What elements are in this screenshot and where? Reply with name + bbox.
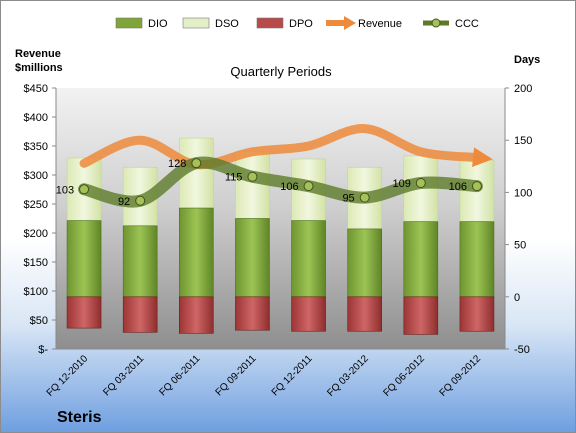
left-axis-label-line2: $millions xyxy=(15,62,63,74)
ccc-label-0: 103 xyxy=(56,184,74,196)
legend-label-revenue: Revenue xyxy=(358,18,402,30)
ccc-label-6: 109 xyxy=(392,178,410,190)
bar-dio-0 xyxy=(66,220,102,298)
bar-dio-7 xyxy=(459,221,495,298)
bar-dio-2 xyxy=(179,207,214,298)
bar-dpo-2 xyxy=(179,296,214,334)
left-tick-label-8: $400 xyxy=(24,112,48,124)
ccc-point-1 xyxy=(135,195,146,206)
legend-label-dso: DSO xyxy=(215,18,239,30)
bar-dpo-5 xyxy=(347,296,382,332)
ccc-point-2 xyxy=(191,158,202,169)
ccc-line xyxy=(78,156,483,208)
bar-dio-3 xyxy=(235,218,270,298)
chart-title: Quarterly Periods xyxy=(230,64,332,79)
bar-dio-6 xyxy=(403,221,439,298)
x-tick-label-5: FQ 03-2012 xyxy=(325,353,371,399)
ccc-label-3: 115 xyxy=(225,172,243,184)
x-tick-label-4: FQ 12-2011 xyxy=(270,353,315,398)
right-tick-label-0: -50 xyxy=(514,344,530,356)
ccc-label-2: 128 xyxy=(168,158,186,170)
left-axis-label-line1: Revenue xyxy=(15,48,61,60)
bar-dpo-7 xyxy=(459,296,495,332)
right-tick-label-1: 0 xyxy=(514,292,520,304)
ccc-point-5 xyxy=(359,192,370,203)
x-tick-label-7: FQ 09-2012 xyxy=(438,353,484,399)
ccc-point-4 xyxy=(303,181,314,192)
left-tick-label-9: $450 xyxy=(24,83,48,95)
revenue-line xyxy=(79,124,493,170)
legend: DIO DSO DPO Revenue CCC xyxy=(115,16,479,30)
legend-swatch-dso xyxy=(182,17,210,29)
legend-swatch-revenue-head xyxy=(344,16,356,30)
bar-dpo-1 xyxy=(122,296,158,333)
left-tick-label-7: $350 xyxy=(24,141,48,153)
company-name: Steris xyxy=(57,409,102,426)
ccc-point-3 xyxy=(247,171,258,182)
right-tick-label-5: 200 xyxy=(514,83,532,95)
legend-label-dio: DIO xyxy=(148,18,168,30)
line-layer: 103 92 128 115 106 95 109 106 xyxy=(56,124,493,208)
left-tick-label-0: $- xyxy=(38,344,48,356)
ccc-label-7: 106 xyxy=(449,181,467,193)
right-tick-label-3: 100 xyxy=(514,187,532,199)
x-tick-label-6: FQ 06-2012 xyxy=(381,353,427,399)
bar-dio-4 xyxy=(291,220,326,298)
left-tick-label-4: $200 xyxy=(24,228,48,240)
left-tick-label-5: $250 xyxy=(24,199,48,211)
ccc-point-6 xyxy=(415,178,426,189)
x-tick-label-1: FQ 03-2011 xyxy=(101,353,146,398)
ccc-point-7 xyxy=(471,181,482,192)
ccc-point-0 xyxy=(79,184,90,195)
x-tick-label-3: FQ 09-2011 xyxy=(214,353,259,398)
legend-label-dpo: DPO xyxy=(289,18,313,30)
ccc-label-5: 95 xyxy=(342,193,354,205)
legend-swatch-dpo xyxy=(256,17,284,29)
bar-dio-1 xyxy=(122,225,158,298)
bar-dpo-0 xyxy=(66,296,102,329)
legend-swatch-ccc-point xyxy=(431,18,441,28)
bar-dio-5 xyxy=(347,228,382,298)
ccc-label-4: 106 xyxy=(280,181,298,193)
legend-swatch-dio xyxy=(115,17,143,29)
right-tick-label-4: 150 xyxy=(514,135,532,147)
bar-dso-3 xyxy=(235,151,270,219)
right-tick-label-2: 50 xyxy=(514,240,526,252)
ccc-label-1: 92 xyxy=(118,196,130,208)
legend-label-ccc: CCC xyxy=(455,18,479,30)
left-tick-label-1: $50 xyxy=(30,315,48,327)
bar-dpo-3 xyxy=(235,296,270,331)
x-tick-label-0: FQ 12-2010 xyxy=(45,353,91,399)
right-axis-label: Days xyxy=(514,54,540,66)
left-tick-label-2: $100 xyxy=(24,286,48,298)
left-tick-label-6: $300 xyxy=(24,170,48,182)
bar-dpo-6 xyxy=(403,296,439,335)
left-tick-label-3: $150 xyxy=(24,257,48,269)
bar-dpo-4 xyxy=(291,296,326,332)
x-tick-label-2: FQ 06-2011 xyxy=(157,353,202,398)
